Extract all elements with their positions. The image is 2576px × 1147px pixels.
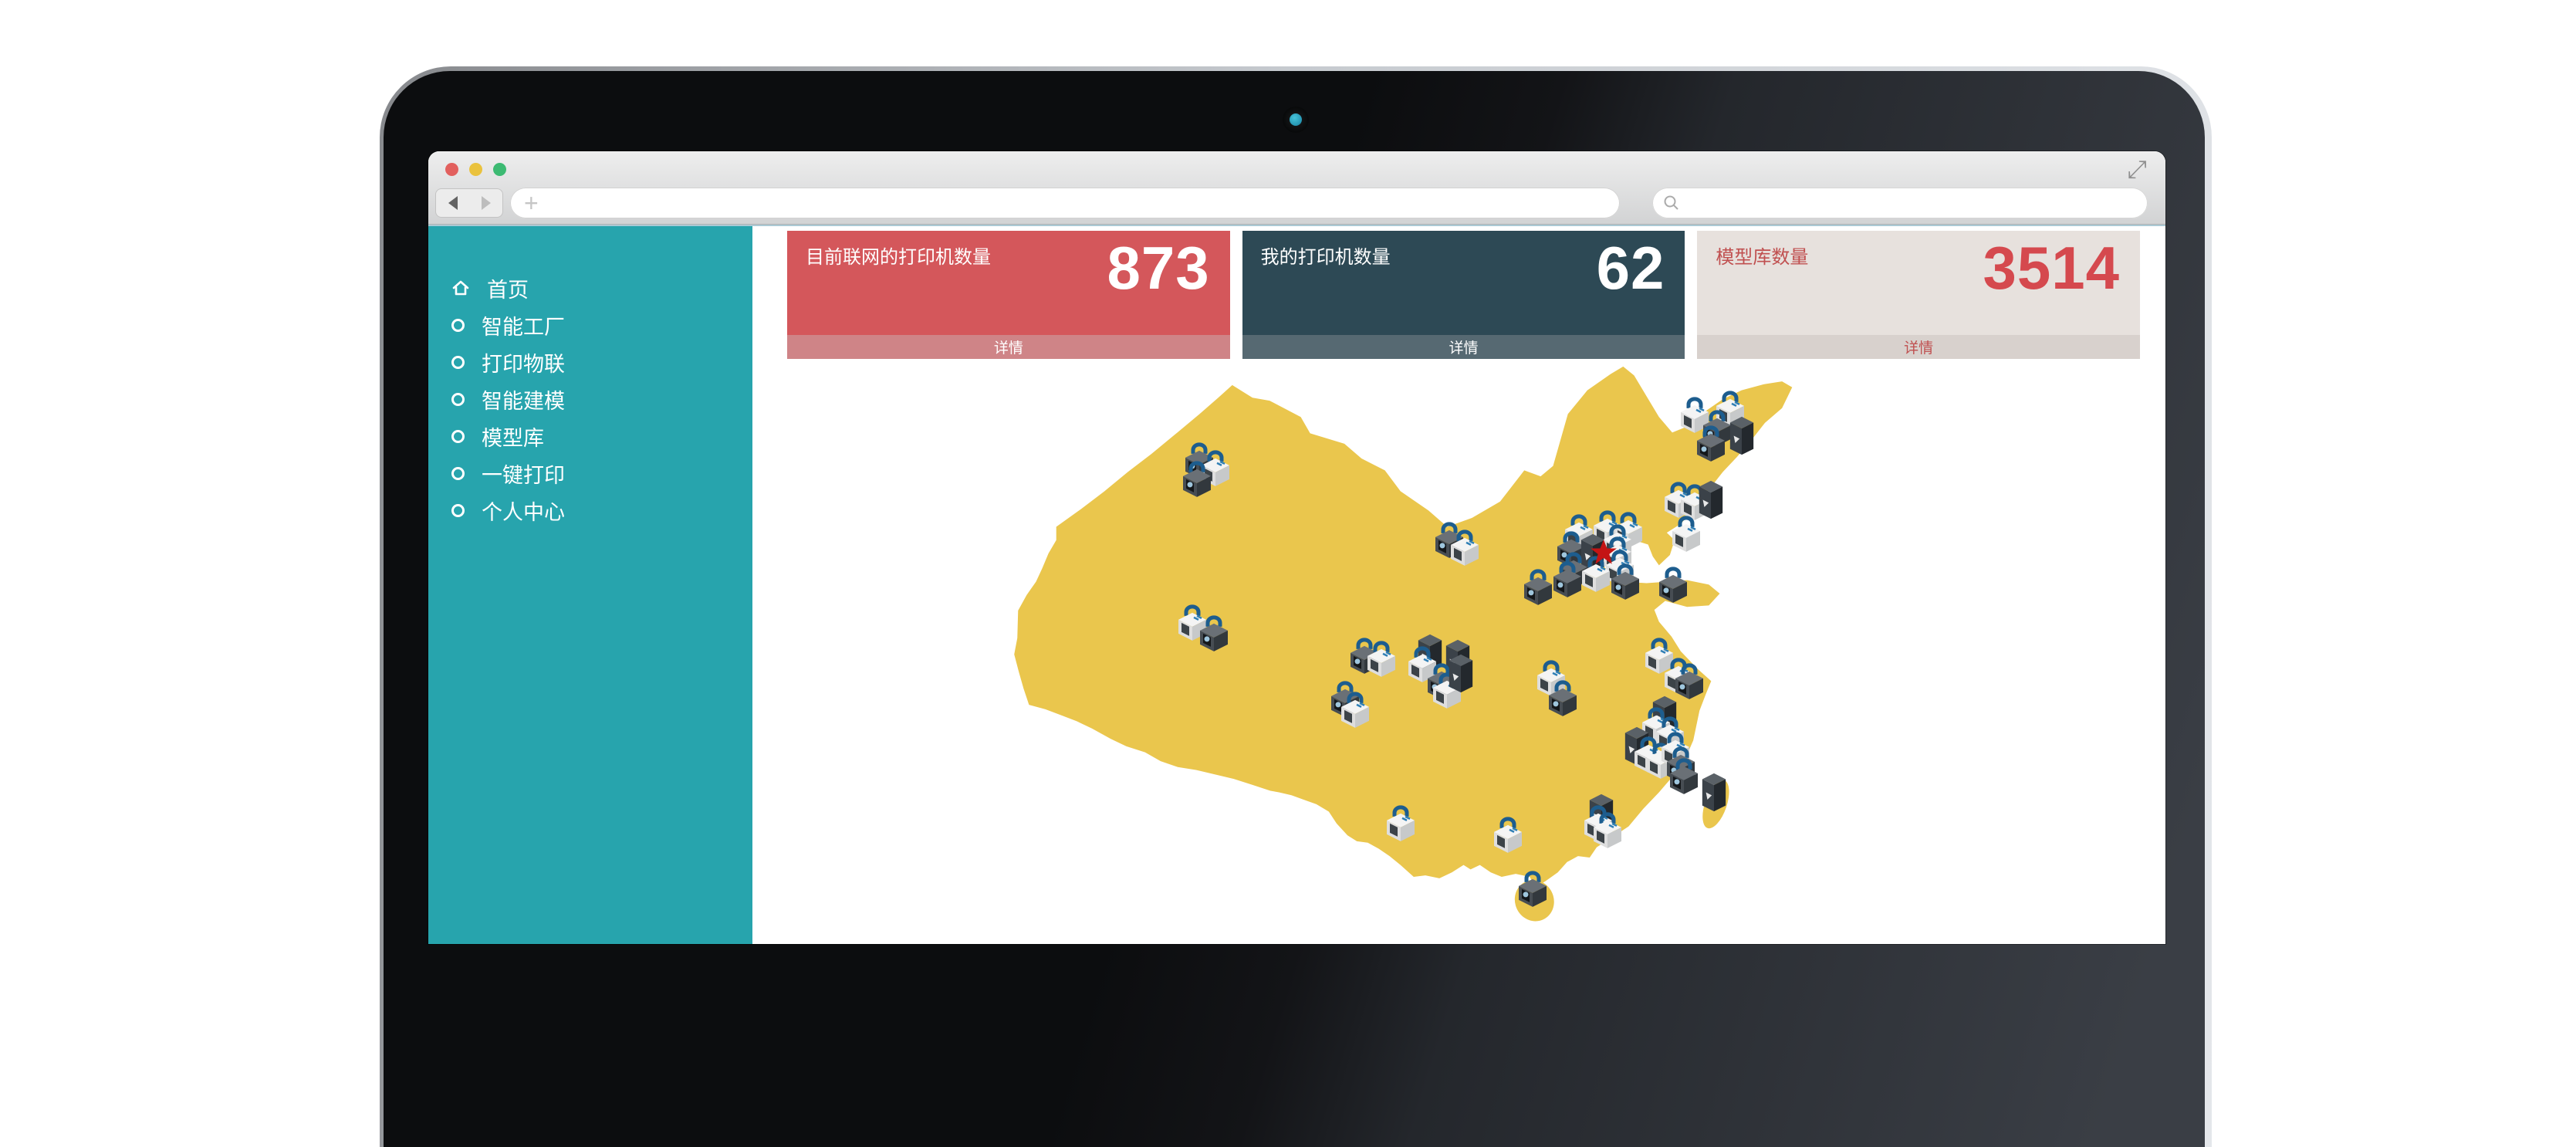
printer-marker-white[interactable] — [1533, 657, 1569, 697]
main-content: 目前联网的打印机数量 873 详情 我的打印机数量 62 详情 模型库数量 35 — [752, 226, 2165, 944]
sidebar-item-label: 一键打印 — [482, 463, 565, 487]
stat-card-details-link[interactable]: 详情 — [787, 335, 1230, 359]
printer-marker-white[interactable] — [1364, 638, 1399, 678]
sidebar-item-one-click-print[interactable]: 一键打印 — [451, 455, 752, 492]
webcam — [1283, 107, 1309, 133]
stat-card-model-library: 模型库数量 3514 详情 — [1697, 231, 2141, 359]
printer-marker-white[interactable] — [1490, 814, 1526, 854]
stat-card-my-printers: 我的打印机数量 62 详情 — [1242, 231, 1685, 359]
capital-star-icon[interactable] — [1590, 540, 1618, 566]
sidebar-item-label: 模型库 — [482, 426, 544, 450]
back-icon[interactable] — [448, 196, 458, 210]
stat-cards: 目前联网的打印机数量 873 详情 我的打印机数量 62 详情 模型库数量 35 — [752, 226, 2165, 359]
printer-marker-dark[interactable] — [1179, 458, 1215, 499]
printer-marker-white[interactable] — [1447, 527, 1482, 567]
circle-icon — [451, 355, 465, 369]
stat-card-value: 3514 — [1983, 234, 2121, 302]
sidebar-item-model-library[interactable]: 模型库 — [451, 418, 752, 455]
printer-marker-dark[interactable] — [1666, 756, 1702, 796]
url-input[interactable] — [547, 192, 1606, 214]
printer-marker-dark[interactable] — [1515, 868, 1550, 908]
browser-window: + ⤢ 首页 — [428, 151, 2165, 944]
printer-marker-white[interactable] — [1668, 513, 1704, 553]
sidebar-item-home[interactable]: 首页 — [451, 269, 752, 306]
printer-marker-white[interactable] — [1337, 689, 1373, 729]
stat-card-details-link[interactable]: 详情 — [1697, 335, 2141, 359]
nav-buttons — [435, 188, 503, 218]
printer-marker-dark[interactable] — [1520, 567, 1556, 607]
sidebar-item-label: 个人中心 — [482, 500, 565, 524]
printer-marker-dark[interactable] — [1607, 560, 1643, 601]
printer-marker-box[interactable] — [1447, 651, 1475, 694]
stat-card-title: 模型库数量 — [1716, 247, 1809, 268]
stat-card-details-link[interactable]: 详情 — [1242, 335, 1685, 359]
sidebar-menu: 首页 智能工厂 打印物联 智能建模 模型库 — [428, 226, 752, 529]
sidebar-item-smart-modeling[interactable]: 智能建模 — [451, 381, 752, 418]
stat-card-title: 我的打印机数量 — [1260, 247, 1391, 268]
printer-marker-dark[interactable] — [1655, 564, 1691, 604]
stat-card-body: 我的打印机数量 62 — [1242, 231, 1685, 335]
circle-icon — [451, 466, 465, 480]
china-map — [996, 346, 1852, 934]
printer-marker-box[interactable] — [1700, 770, 1728, 813]
printer-marker-box[interactable] — [1697, 479, 1725, 521]
sidebar: 首页 智能工厂 打印物联 智能建模 模型库 — [428, 226, 752, 944]
printer-marker-dark[interactable] — [1672, 661, 1707, 701]
sidebar-item-personal-center[interactable]: 个人中心 — [451, 492, 752, 529]
printer-marker-dark[interactable] — [1196, 612, 1232, 652]
sidebar-item-smart-factory[interactable]: 智能工厂 — [451, 306, 752, 343]
stat-card-title: 目前联网的打印机数量 — [806, 247, 991, 268]
forward-icon[interactable] — [481, 196, 491, 210]
printer-marker-white[interactable] — [1641, 634, 1677, 675]
stat-card-value: 873 — [1107, 234, 1210, 302]
traffic-lights — [445, 163, 506, 176]
stat-card-body: 模型库数量 3514 — [1697, 231, 2141, 335]
circle-icon — [451, 503, 465, 517]
circle-icon — [451, 392, 465, 406]
search-bar[interactable] — [1652, 188, 2148, 218]
zoom-window-button[interactable] — [493, 163, 506, 176]
china-mainland — [1014, 366, 1793, 888]
printer-marker-white[interactable] — [1383, 803, 1418, 843]
printer-marker-dark[interactable] — [1550, 558, 1585, 598]
circle-icon — [451, 318, 465, 332]
sidebar-item-label: 智能工厂 — [482, 315, 565, 339]
page-content: 首页 智能工厂 打印物联 智能建模 模型库 — [428, 225, 2165, 944]
plus-icon: + — [524, 189, 539, 217]
sidebar-item-label: 首页 — [487, 278, 529, 302]
printer-marker-dark[interactable] — [1693, 422, 1729, 462]
stat-card-body: 目前联网的打印机数量 873 — [787, 231, 1230, 335]
sidebar-item-label: 打印物联 — [482, 352, 565, 376]
stat-card-value: 62 — [1596, 234, 1665, 302]
sidebar-item-label: 智能建模 — [482, 389, 565, 413]
printer-marker-white[interactable] — [1590, 810, 1625, 850]
circle-icon — [451, 429, 465, 443]
address-bar[interactable]: + — [510, 188, 1620, 218]
printer-marker-box[interactable] — [1728, 414, 1756, 457]
close-window-button[interactable] — [445, 163, 458, 176]
browser-toolbar: + ⤢ — [428, 151, 2165, 225]
printer-marker-white[interactable] — [1578, 553, 1614, 594]
minimize-window-button[interactable] — [469, 163, 482, 176]
webcam-lens-icon — [1290, 113, 1302, 126]
expand-icon[interactable]: ⤢ — [2122, 156, 2152, 182]
search-input[interactable] — [1688, 192, 2137, 214]
home-icon — [452, 280, 469, 296]
stat-card-online-printers: 目前联网的打印机数量 873 详情 — [787, 231, 1230, 359]
printer-marker-dark[interactable] — [1545, 678, 1580, 718]
sidebar-item-print-iot[interactable]: 打印物联 — [451, 343, 752, 381]
search-icon — [1664, 195, 1678, 210]
